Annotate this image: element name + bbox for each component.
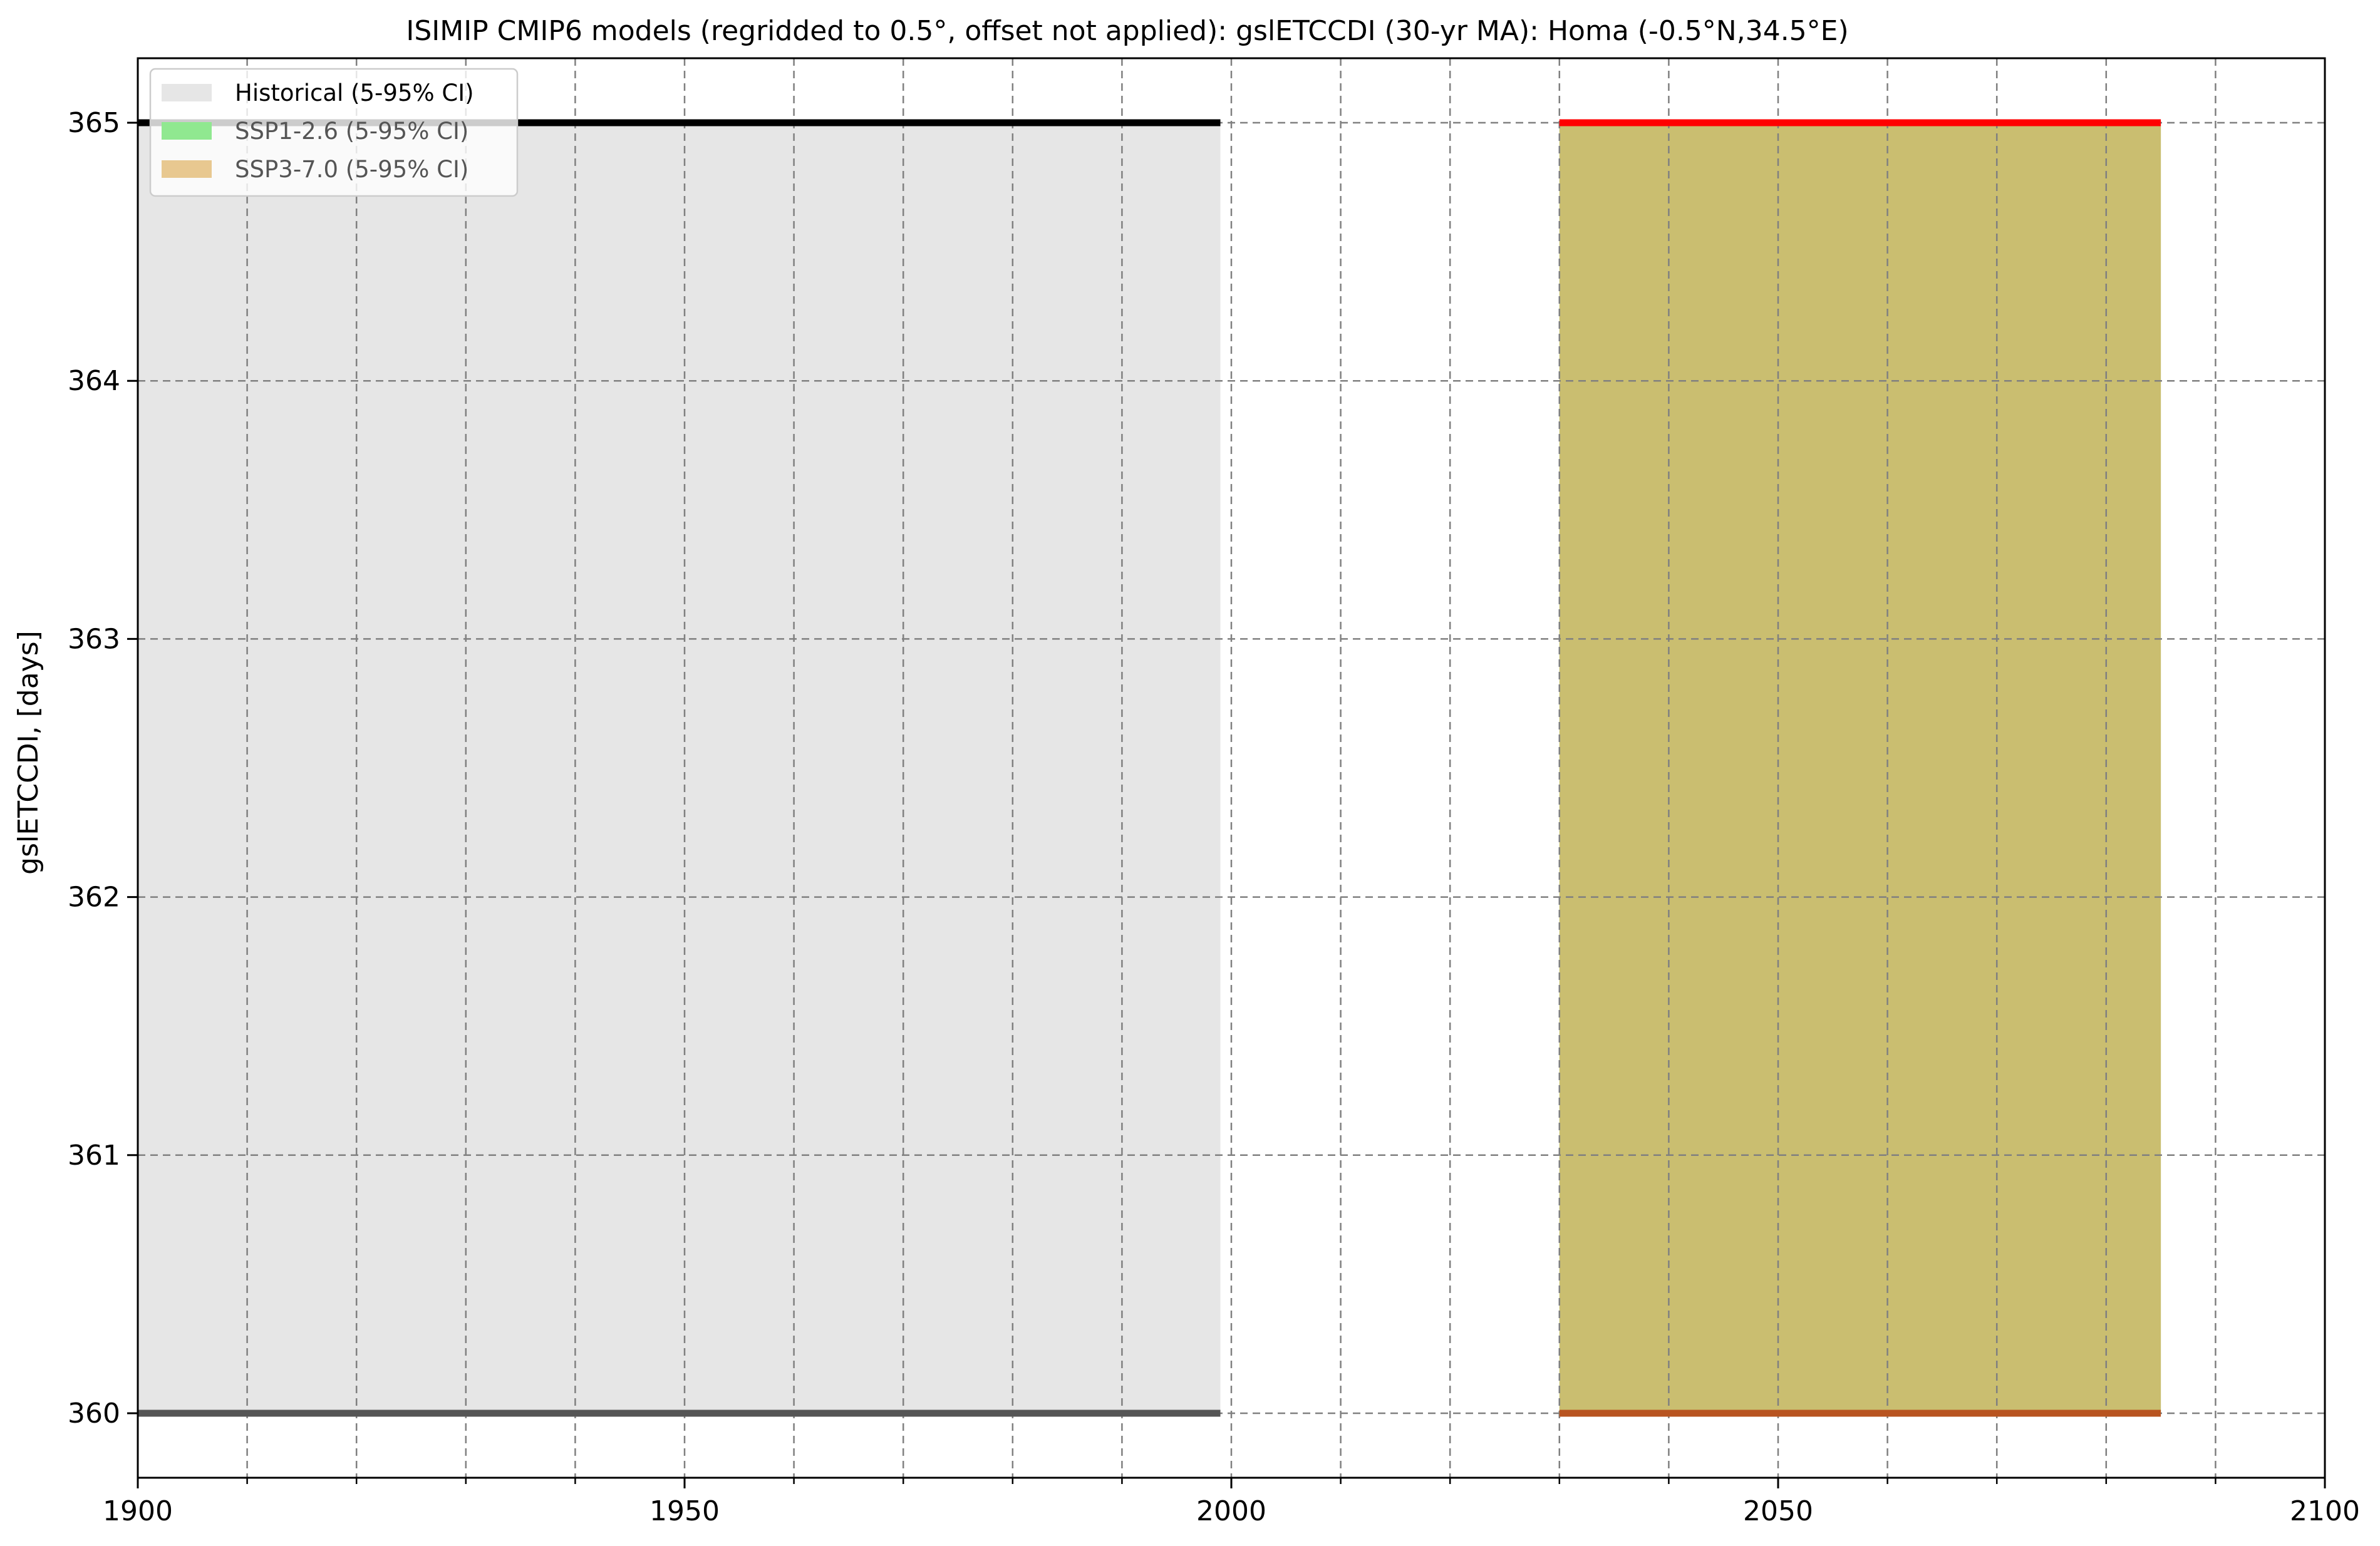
band-0 [138, 123, 1221, 1413]
y-tick-label: 364 [68, 365, 120, 397]
y-tick-label: 361 [68, 1140, 120, 1172]
legend-label: SSP3-7.0 (5-95% CI) [235, 156, 468, 183]
y-tick-label: 363 [68, 623, 120, 655]
band-2 [1559, 123, 2161, 1413]
y-tick-label: 362 [68, 882, 120, 914]
x-tick-label: 1950 [649, 1495, 720, 1527]
y-tick-label: 360 [68, 1398, 120, 1430]
legend-swatch [162, 122, 212, 140]
chart-title: ISIMIP CMIP6 models (regridded to 0.5°, … [406, 15, 1848, 47]
y-tick-label: 365 [68, 107, 120, 139]
legend-swatch [162, 84, 212, 101]
y-axis-label: gslETCCDI, [days] [13, 631, 44, 875]
legend-box [149, 68, 519, 197]
x-tick-label: 2050 [1743, 1495, 1813, 1527]
legend-label: Historical (5-95% CI) [235, 80, 474, 106]
legend-swatch [162, 160, 212, 178]
legend-label: SSP1-2.6 (5-95% CI) [235, 118, 468, 145]
x-tick-label: 1900 [103, 1495, 173, 1527]
plot-area: 1900 1950 2000 2050 2100 360 361 362 363 364 365 Hi… [68, 57, 2360, 1527]
x-tick-label: 2000 [1196, 1495, 1266, 1527]
x-tick-label: 2100 [2290, 1495, 2360, 1527]
